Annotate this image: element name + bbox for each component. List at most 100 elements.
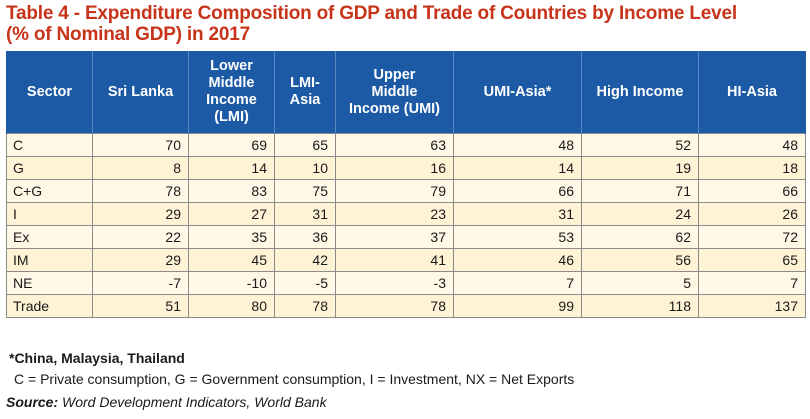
value-cell: 8 [92, 156, 189, 180]
value-cell: 78 [274, 294, 336, 318]
value-cell: 14 [453, 156, 582, 180]
value-cell: 31 [453, 202, 582, 226]
sector-cell: C+G [6, 179, 93, 203]
value-cell: 45 [188, 248, 275, 272]
value-cell: 79 [335, 179, 454, 203]
sector-cell: G [6, 156, 93, 180]
column-header-line: Lower [210, 58, 253, 74]
sector-cell: I [6, 202, 93, 226]
value-cell: 29 [92, 202, 189, 226]
value-cell: 36 [274, 225, 336, 249]
value-cell: 83 [188, 179, 275, 203]
table-row: NE -7 -10 -5 -3 7 5 7 [6, 271, 806, 295]
value-cell: 18 [698, 156, 806, 180]
value-cell: 5 [581, 271, 699, 295]
column-header-line: HI-Asia [727, 83, 777, 100]
value-cell: 48 [453, 133, 582, 157]
value-cell: 118 [581, 294, 699, 318]
value-cell: -3 [335, 271, 454, 295]
column-header-line: UMI-Asia* [483, 83, 552, 100]
value-cell: 99 [453, 294, 582, 318]
column-header-line: Middle [208, 75, 255, 91]
column-header: Sector [6, 51, 93, 134]
column-header-line: Income [206, 92, 257, 108]
table-row: C+G 78 83 75 79 66 71 66 [6, 179, 806, 203]
column-header-line: Sri Lanka [107, 83, 174, 100]
value-cell: 78 [92, 179, 189, 203]
value-cell: 16 [335, 156, 454, 180]
value-cell: 78 [335, 294, 454, 318]
sector-cell: IM [6, 248, 93, 272]
value-cell: 24 [581, 202, 699, 226]
value-cell: -7 [92, 271, 189, 295]
column-header-line: Income (UMI) [348, 100, 441, 117]
value-cell: 27 [188, 202, 275, 226]
table-title: Table 4 - Expenditure Composition of GDP… [6, 3, 806, 45]
value-cell: 69 [188, 133, 275, 157]
sector-cell: C [6, 133, 93, 157]
table-body: C 70 69 65 63 48 52 48 G 8 14 10 16 14 19 18 C+G 78 83 75 79… [6, 133, 806, 318]
value-cell: 62 [581, 225, 699, 249]
value-cell: 37 [335, 225, 454, 249]
value-cell: 10 [274, 156, 336, 180]
value-cell: 26 [698, 202, 806, 226]
expenditure-table: Sector Sri Lanka Lower Middle Income (LMI) LMI… [6, 51, 806, 318]
sector-cell: Ex [6, 225, 93, 249]
table-row: C 70 69 65 63 48 52 48 [6, 133, 806, 157]
header-row: Sector Sri Lanka Lower Middle Income (LMI) LMI… [6, 51, 806, 134]
value-cell: 66 [698, 179, 806, 203]
value-cell: 51 [92, 294, 189, 318]
column-header-line: Sector [26, 83, 73, 100]
sector-cell: Trade [6, 294, 93, 318]
column-header-line: High Income [596, 83, 684, 100]
value-cell: 19 [581, 156, 699, 180]
value-cell: 66 [453, 179, 582, 203]
value-cell: 137 [698, 294, 806, 318]
column-header: Upper Middle Income (UMI) [335, 51, 454, 134]
source-note: Source: Word Development Indicators, Wor… [6, 394, 327, 410]
value-cell: -5 [274, 271, 336, 295]
column-header-line: Middle [371, 83, 418, 100]
value-cell: 75 [274, 179, 336, 203]
column-header-line: Upper [373, 66, 416, 83]
value-cell: 23 [335, 202, 454, 226]
value-cell: 48 [698, 133, 806, 157]
value-cell: 65 [274, 133, 336, 157]
value-cell: 70 [92, 133, 189, 157]
abbreviations-note: C = Private consumption, G = Government … [14, 371, 575, 387]
column-header: UMI-Asia* [453, 51, 582, 134]
column-header: HI-Asia [698, 51, 806, 134]
value-cell: 71 [581, 179, 699, 203]
table-title-line-2: (% of Nominal GDP) in 2017 [6, 24, 250, 45]
column-header: Sri Lanka [92, 51, 189, 134]
value-cell: 52 [581, 133, 699, 157]
column-header-line: Asia [289, 92, 321, 108]
table-row: Trade 51 80 78 78 99 118 137 [6, 294, 806, 318]
value-cell: 29 [92, 248, 189, 272]
source-text: Word Development Indicators, World Bank [58, 394, 327, 410]
table-row: IM 29 45 42 41 46 56 65 [6, 248, 806, 272]
column-header: High Income [581, 51, 699, 134]
column-header-line: LMI- [290, 75, 320, 91]
table-row: Ex 22 35 36 37 53 62 72 [6, 225, 806, 249]
table-row: G 8 14 10 16 14 19 18 [6, 156, 806, 180]
value-cell: 80 [188, 294, 275, 318]
value-cell: 46 [453, 248, 582, 272]
value-cell: 42 [274, 248, 336, 272]
value-cell: 14 [188, 156, 275, 180]
value-cell: 7 [698, 271, 806, 295]
value-cell: 35 [188, 225, 275, 249]
value-cell: -10 [188, 271, 275, 295]
value-cell: 63 [335, 133, 454, 157]
column-header: Lower Middle Income (LMI) [188, 51, 275, 134]
source-label: Source: [6, 394, 59, 410]
value-cell: 7 [453, 271, 582, 295]
value-cell: 72 [698, 225, 806, 249]
footnote: *China, Malaysia, Thailand [9, 350, 185, 366]
value-cell: 22 [92, 225, 189, 249]
table-title-line-1: Table 4 - Expenditure Composition of GDP… [6, 3, 737, 24]
value-cell: 41 [335, 248, 454, 272]
value-cell: 56 [581, 248, 699, 272]
sector-cell: NE [6, 271, 93, 295]
value-cell: 53 [453, 225, 582, 249]
